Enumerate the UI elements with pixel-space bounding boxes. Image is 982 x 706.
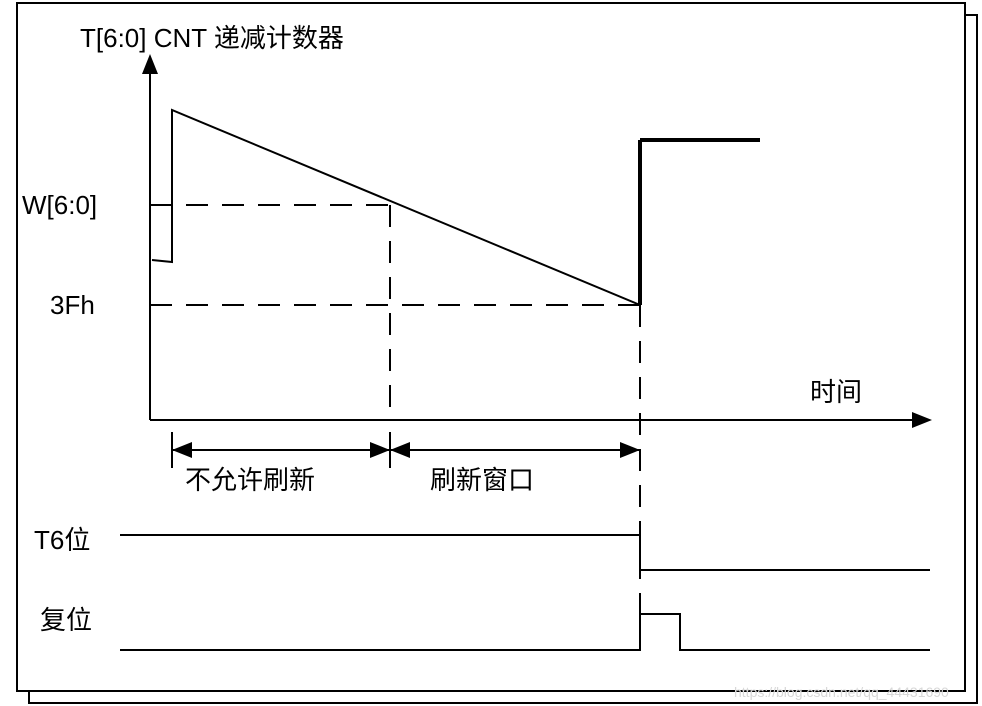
t6-waveform (120, 535, 930, 570)
region-a-arrow-right-icon (370, 442, 390, 458)
diagram-canvas: T[6:0] CNT 递减计数器 W[6:0] 3Fh 时间 不允许刷新 刷新窗… (0, 0, 982, 706)
region-b-arrow-right-icon (620, 442, 640, 458)
diagram-svg (0, 0, 982, 706)
x-axis-arrow-icon (912, 412, 932, 428)
region-b-arrow-left-icon (390, 442, 410, 458)
region-a-arrow-left-icon (172, 442, 192, 458)
counter-waveform (152, 110, 640, 305)
y-axis-arrow-icon (142, 54, 158, 74)
reset-waveform (120, 614, 930, 650)
